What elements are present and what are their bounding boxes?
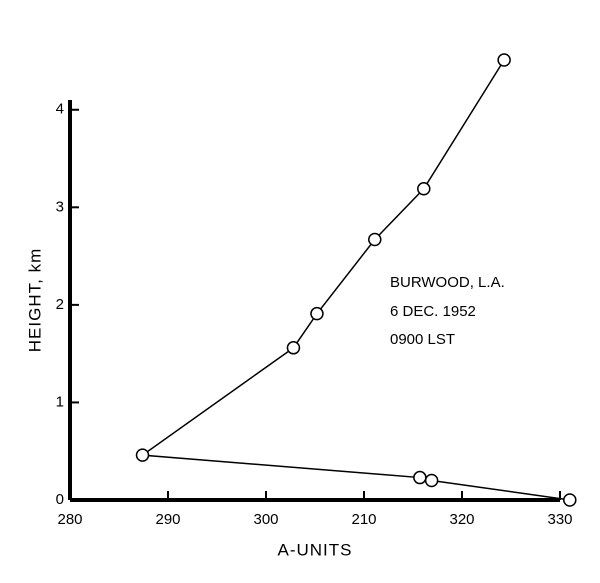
data-point: [413, 470, 427, 485]
y-tick-label: 1: [56, 393, 64, 410]
y-tick-label: 0: [56, 491, 64, 508]
data-point: [368, 232, 382, 247]
annotation: 6 DEC. 1952: [390, 303, 476, 320]
x-tick-label: 300: [253, 511, 278, 528]
x-tick-label: 320: [449, 511, 474, 528]
y-axis-label: HEIGHT, km: [25, 248, 44, 352]
data-point: [135, 448, 150, 462]
x-tick-label: 280: [57, 511, 82, 528]
data-point: [497, 53, 511, 67]
data-line: [140, 59, 570, 501]
x-tick-label: 290: [155, 511, 180, 528]
y-tick-label: 2: [56, 296, 64, 313]
x-axis-label: A-UNITS: [278, 540, 353, 559]
y-tick-label: 3: [56, 198, 64, 215]
annotation: BURWOOD, L.A.: [390, 274, 505, 291]
y-tick-label: 4: [56, 101, 64, 118]
x-tick-label: 330: [547, 511, 572, 528]
data-point: [417, 182, 431, 196]
data-point: [310, 306, 324, 321]
data-point: [286, 341, 301, 355]
data-point: [424, 473, 439, 488]
data-point: [563, 493, 577, 507]
x-tick-label: 210: [351, 511, 376, 528]
annotation: 0900 LST: [390, 331, 455, 348]
